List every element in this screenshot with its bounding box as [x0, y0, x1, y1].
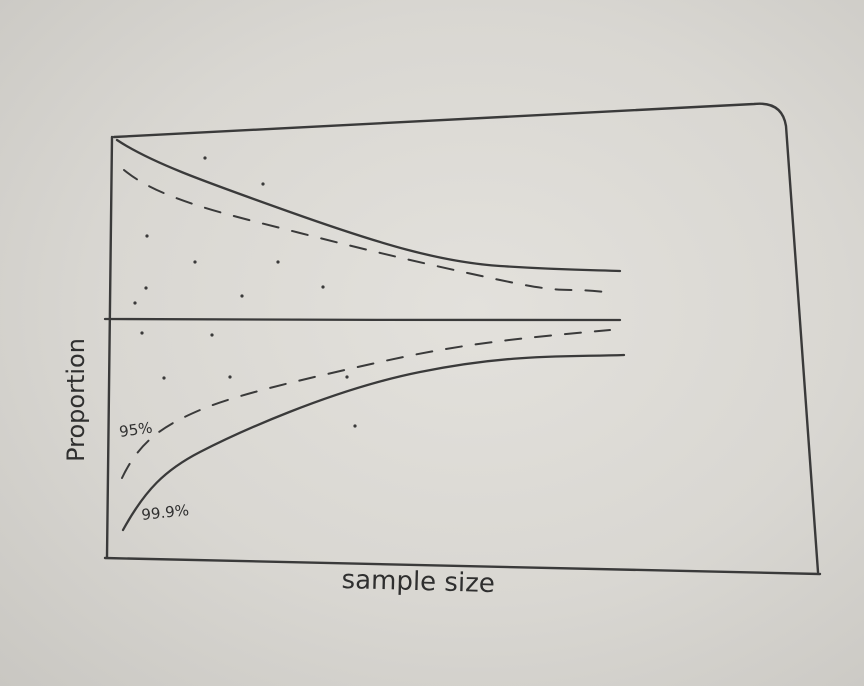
reference-line-layer	[103, 317, 622, 322]
scatter-point-8	[321, 285, 325, 289]
frame-left-edge	[105, 135, 114, 559]
scatter-point-6	[144, 286, 148, 290]
scatter-point-11	[210, 333, 214, 337]
scatter-point-1	[203, 156, 207, 160]
plot-frame	[103, 102, 822, 576]
series-label-95: 95%	[118, 418, 154, 440]
reference-line	[103, 317, 622, 322]
series-95-upper	[123, 169, 606, 293]
scatter-point-3	[145, 234, 149, 238]
scatter-points-layer	[133, 156, 357, 428]
scatter-point-2	[261, 182, 265, 186]
series-999-upper	[115, 138, 622, 273]
frame-bottom-edge	[103, 556, 822, 576]
x-axis-label: sample size	[341, 565, 495, 599]
series-layer	[115, 138, 626, 532]
series-label-999: 99.9%	[141, 501, 190, 524]
scatter-point-12	[162, 376, 166, 380]
scatter-point-15	[353, 424, 357, 428]
scatter-point-7	[240, 294, 244, 298]
scatter-point-13	[228, 375, 232, 379]
frame-top-right-edge	[112, 102, 820, 574]
y-axis-label: Proportion	[62, 338, 90, 462]
series-999-lower	[121, 353, 626, 532]
scatter-point-9	[133, 301, 137, 305]
series-95-lower	[121, 329, 611, 479]
scatter-point-14	[345, 375, 349, 379]
scatter-point-10	[140, 331, 144, 335]
scatter-point-5	[276, 260, 280, 264]
scatter-point-4	[193, 260, 197, 264]
